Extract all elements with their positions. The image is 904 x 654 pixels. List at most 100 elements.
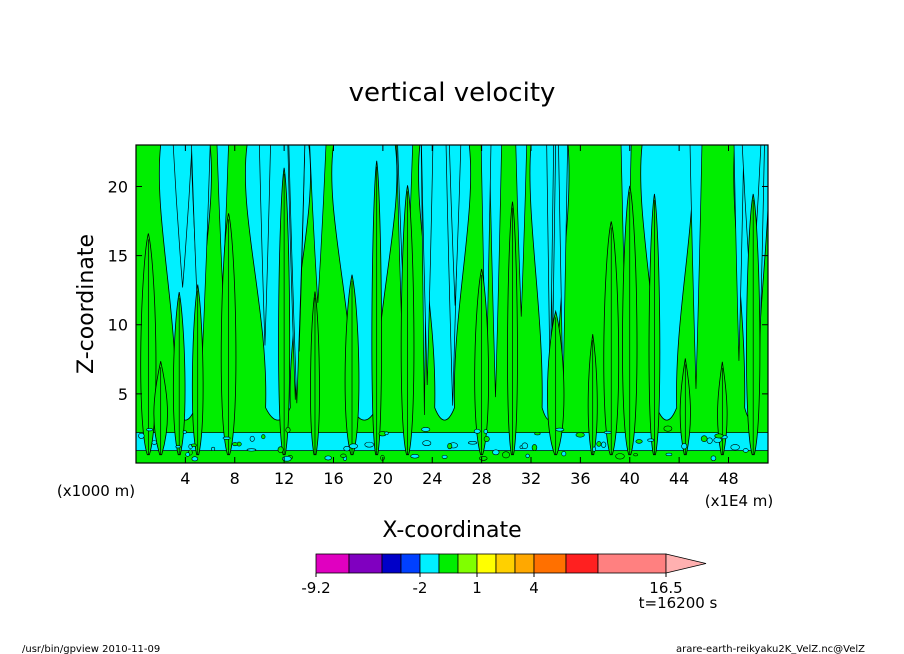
velocity-field	[136, 145, 768, 462]
plot-frame	[135, 144, 769, 464]
near-surface-cell	[343, 446, 351, 452]
near-surface-cell	[261, 434, 266, 440]
near-surface-cell	[146, 428, 153, 432]
x-tick-label: 36	[570, 469, 590, 488]
near-surface-cell	[175, 445, 181, 449]
near-surface-cell	[633, 453, 638, 457]
x-tick-label: 40	[620, 469, 640, 488]
downdraft-filament	[689, 145, 703, 389]
near-surface-cell	[742, 448, 749, 453]
colorbar-segment	[381, 553, 402, 574]
near-surface-cell	[138, 432, 145, 439]
x-tick-label: 48	[718, 469, 738, 488]
near-surface-cell	[561, 451, 567, 457]
downdraft-filament	[515, 145, 528, 317]
near-surface-cell	[349, 443, 359, 449]
near-surface-cell	[410, 454, 420, 459]
near-surface-cell	[521, 442, 529, 449]
downdraft-filament	[489, 145, 502, 398]
colorbar-segment	[400, 553, 421, 574]
colorbar-arrow	[665, 553, 707, 574]
near-surface-cell	[555, 427, 565, 432]
y-ticks: 5 10 15 20	[108, 177, 768, 404]
colorbar-segment	[514, 553, 535, 574]
near-surface-cell	[185, 452, 190, 457]
near-surface-cell	[211, 446, 216, 451]
near-surface-cell	[483, 436, 490, 443]
near-surface-cell	[384, 431, 389, 436]
near-surface-cell	[467, 441, 478, 445]
colorbar-segment	[419, 553, 440, 574]
colorbar-label: -2	[413, 579, 428, 597]
x-ticks: 4 8 12 16 20 24 28 32 36 40 44 48	[180, 145, 739, 488]
near-surface-cell	[473, 428, 481, 434]
colorbar-segment	[457, 553, 478, 574]
downdraft-filament	[449, 145, 462, 306]
chart-title: vertical velocity	[349, 78, 556, 108]
near-surface-cell	[483, 429, 488, 434]
colorbar-segment	[438, 553, 459, 574]
near-surface-cell	[364, 441, 374, 448]
near-surface-cell	[700, 435, 708, 443]
near-surface-cell	[714, 433, 724, 439]
x-tick-label: 4	[180, 469, 190, 488]
near-surface-cell	[182, 430, 187, 434]
colorbar-segment	[495, 553, 516, 574]
downdraft-filament	[288, 145, 306, 404]
downdraft-filament	[733, 145, 745, 361]
colorbar-label: 16.5	[649, 579, 682, 597]
colorbar-segment	[348, 553, 383, 574]
x-tick-label: 44	[669, 469, 689, 488]
near-surface-cell	[232, 442, 238, 447]
near-surface-cell	[191, 456, 199, 462]
downdraft-filament	[309, 145, 327, 303]
near-surface-cell	[246, 448, 257, 452]
x-tick-label: 8	[230, 469, 240, 488]
downdraft-filament	[259, 145, 271, 346]
near-surface-cell	[575, 432, 585, 438]
x-tick-label: 12	[274, 469, 294, 488]
near-surface-cell	[249, 435, 255, 442]
near-surface-cell	[730, 444, 740, 451]
downdraft-filament	[172, 145, 193, 288]
colorbar-segment	[565, 553, 599, 574]
colorbar-segment	[315, 553, 350, 574]
near-surface-cell	[525, 453, 530, 458]
near-surface-cell	[710, 455, 717, 461]
near-surface-cell	[479, 455, 488, 461]
x-tick-label: 16	[323, 469, 343, 488]
colorbar-segment	[597, 553, 667, 574]
downdraft-filament	[421, 145, 434, 386]
x-axis-label: X-coordinate	[382, 518, 521, 543]
footer-right: arare-earth-reikyaku2K_VelZ.nc@VelZ	[676, 644, 865, 654]
near-surface-cell	[706, 437, 713, 444]
near-surface-cell	[596, 441, 602, 447]
downdraft-region	[331, 145, 398, 421]
y-tick-label: 5	[118, 385, 128, 404]
near-surface-cell	[601, 441, 607, 448]
colorbar-segment	[476, 553, 497, 574]
near-surface-cell	[340, 453, 347, 458]
near-surface-cell	[277, 446, 284, 453]
near-surface-cell	[151, 440, 157, 445]
y-tick-label: 15	[108, 247, 128, 266]
near-surface-cell	[647, 438, 655, 442]
near-surface-cell	[635, 439, 643, 444]
x-tick-label: 28	[471, 469, 491, 488]
near-surface-cell	[421, 427, 431, 432]
near-surface-cell	[190, 443, 197, 447]
near-surface-cell	[531, 444, 538, 451]
y-tick-label: 10	[108, 316, 128, 335]
x-unit-right: (x1E4 m)	[705, 492, 774, 510]
near-surface-cell	[422, 440, 432, 446]
near-surface-cell	[447, 443, 453, 450]
near-surface-cell	[324, 455, 332, 461]
x-unit-left: (x1000 m)	[57, 482, 135, 500]
near-surface-cell	[502, 451, 510, 459]
x-tick-label: 24	[422, 469, 442, 488]
near-surface-cell	[492, 449, 500, 456]
y-axis-label: Z-coordinate	[74, 234, 99, 374]
colorbar-label: 1	[472, 579, 482, 597]
